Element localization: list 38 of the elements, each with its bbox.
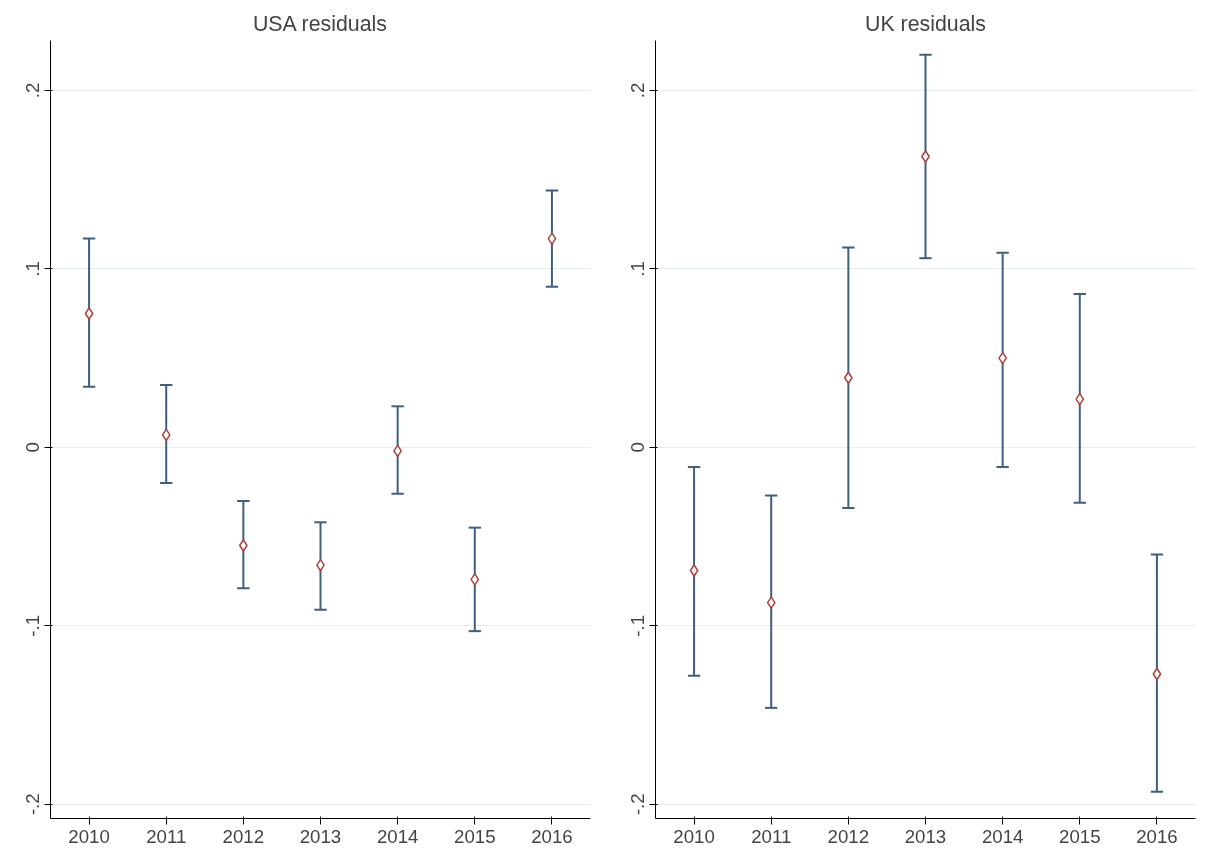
y-tick-label: -.2: [22, 793, 44, 816]
y-tick-label: .2: [627, 82, 649, 99]
x-tick-label: 2010: [68, 825, 110, 847]
point: [547, 232, 557, 245]
point: [238, 539, 248, 552]
y-tick-label: .2: [22, 82, 44, 99]
y-tick-label: 0: [627, 442, 649, 453]
x-tick-label: 2013: [904, 825, 947, 847]
y-tick-label: -.2: [627, 793, 649, 816]
x-tick-label: 2011: [751, 825, 792, 847]
x-tick-label: 2015: [1059, 825, 1101, 847]
chart-title: UK residuals: [865, 11, 986, 36]
point: [84, 307, 94, 320]
y-tick-label: -.1: [22, 614, 44, 637]
x-tick-label: 2014: [981, 825, 1024, 847]
x-tick-label: 2010: [673, 825, 715, 847]
point: [1152, 667, 1162, 681]
x-tick-label: 2016: [1136, 825, 1178, 847]
x-tick-label: 2012: [222, 825, 265, 847]
chart-title: USA residuals: [252, 11, 387, 36]
point: [1075, 392, 1085, 406]
x-tick-label: 2012: [827, 825, 870, 847]
x-tick-label: 2011: [146, 825, 187, 847]
point: [393, 444, 403, 458]
point: [689, 564, 699, 577]
y-tick-label: -.1: [627, 614, 649, 637]
point: [470, 573, 480, 586]
x-tick-label: 2014: [376, 825, 419, 847]
x-tick-label: 2013: [299, 825, 342, 847]
y-tick-label: .1: [22, 261, 44, 277]
point: [766, 596, 776, 609]
y-tick-label: .1: [627, 261, 649, 277]
x-tick-label: 2016: [531, 825, 573, 847]
x-tick-label: 2015: [454, 825, 496, 847]
point: [161, 428, 171, 442]
y-tick-label: 0: [22, 442, 44, 453]
point: [843, 371, 853, 384]
point: [998, 351, 1008, 365]
